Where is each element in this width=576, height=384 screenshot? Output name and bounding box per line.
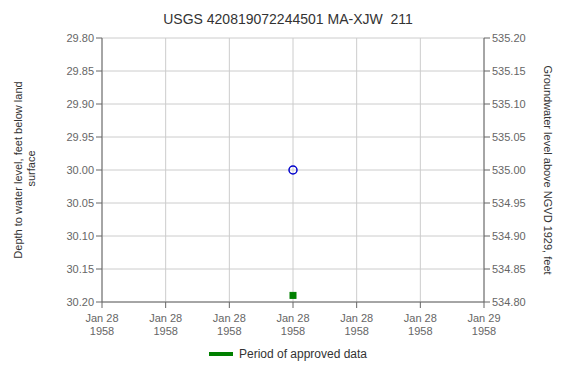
svg-text:Jan 291958: Jan 291958 xyxy=(467,312,500,337)
svg-text:Jan 281958: Jan 281958 xyxy=(85,312,118,337)
svg-text:30.05: 30.05 xyxy=(66,197,94,209)
svg-text:535.05: 535.05 xyxy=(492,131,526,143)
svg-text:29.90: 29.90 xyxy=(66,98,94,110)
svg-text:29.95: 29.95 xyxy=(66,131,94,143)
svg-text:Jan 281958: Jan 281958 xyxy=(213,312,246,337)
svg-text:30.20: 30.20 xyxy=(66,296,94,308)
html-text:Period of approved data: Period of approved data xyxy=(239,347,367,361)
svg-text:Groundwater level above NGVD 1: Groundwater level above NGVD 1929, feet xyxy=(542,65,554,274)
svg-text:30.15: 30.15 xyxy=(66,263,94,275)
svg-text:Jan 281958: Jan 281958 xyxy=(149,312,182,337)
svg-text:534.85: 534.85 xyxy=(492,263,526,275)
svg-text:29.85: 29.85 xyxy=(66,65,94,77)
svg-text:534.95: 534.95 xyxy=(492,197,526,209)
svg-text:30.00: 30.00 xyxy=(66,164,94,176)
svg-text:535.20: 535.20 xyxy=(492,32,526,44)
svg-text:Jan 281958: Jan 281958 xyxy=(276,312,309,337)
svg-text:29.80: 29.80 xyxy=(66,32,94,44)
svg-text:534.90: 534.90 xyxy=(492,230,526,242)
svg-text:535.15: 535.15 xyxy=(492,65,526,77)
svg-text:Jan 281958: Jan 281958 xyxy=(404,312,437,337)
svg-text:Jan 281958: Jan 281958 xyxy=(340,312,373,337)
svg-text:Depth to water level, feet bel: Depth to water level, feet below land su… xyxy=(12,81,37,258)
svg-text:535.10: 535.10 xyxy=(492,98,526,110)
svg-text:535.00: 535.00 xyxy=(492,164,526,176)
html-text:USGS 420819072244501 MA-XJW 21: USGS 420819072244501 MA-XJW 211 xyxy=(163,11,413,27)
svg-text:30.10: 30.10 xyxy=(66,230,94,242)
svg-text:534.80: 534.80 xyxy=(492,296,526,308)
